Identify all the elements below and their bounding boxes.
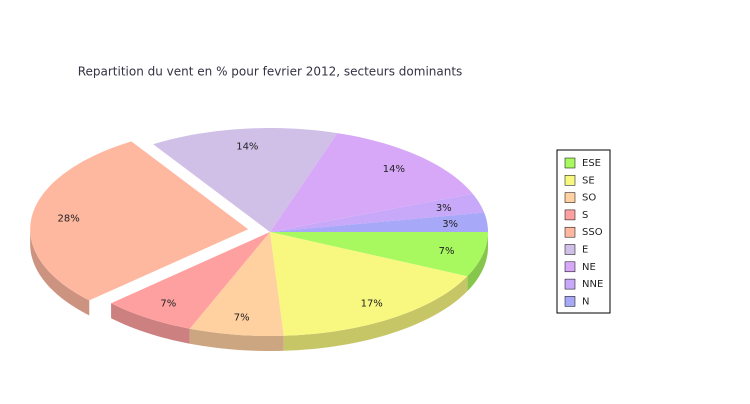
legend-label: SSO [582,227,603,238]
value-label: 7% [439,246,455,257]
value-label: 17% [361,298,383,309]
value-label: 3% [442,219,458,230]
legend-swatch [564,175,576,186]
legend-swatch [564,296,576,307]
legend-swatch [564,157,576,169]
legend-label: SO [582,193,596,204]
legend-swatch [564,192,576,203]
slice [270,232,488,277]
slice [111,232,270,329]
legend-swatch [564,244,576,255]
legend-swatch [564,278,576,290]
value-label: 7% [234,312,250,323]
slice-side [467,232,488,292]
chart-title: Repartition du vent en % pour fevrier 20… [78,65,463,79]
legend-label: NE [582,262,596,273]
slice [270,193,485,232]
slice [270,232,468,336]
legend-swatch [564,209,576,221]
slice [30,141,249,301]
value-label: 28% [58,213,80,224]
legend-label: NNE [582,279,603,290]
slice-side [283,276,468,351]
legend-swatch [564,226,576,238]
value-label: 7% [160,298,176,309]
slice-side [189,328,284,351]
legend-label: S [582,210,588,221]
legend-label: ESE [582,158,601,169]
slice [270,212,488,232]
legend-label: E [582,245,588,256]
value-label: 14% [236,141,258,152]
slice [270,133,473,232]
slice-side [111,303,190,344]
slice [153,128,338,232]
legend-label: N [582,296,589,307]
value-label: 14% [383,164,405,175]
legend-label: SE [582,175,595,186]
value-label: 3% [436,203,452,214]
slice [189,232,284,336]
slice-side [30,229,90,316]
legend-swatch [564,261,576,273]
